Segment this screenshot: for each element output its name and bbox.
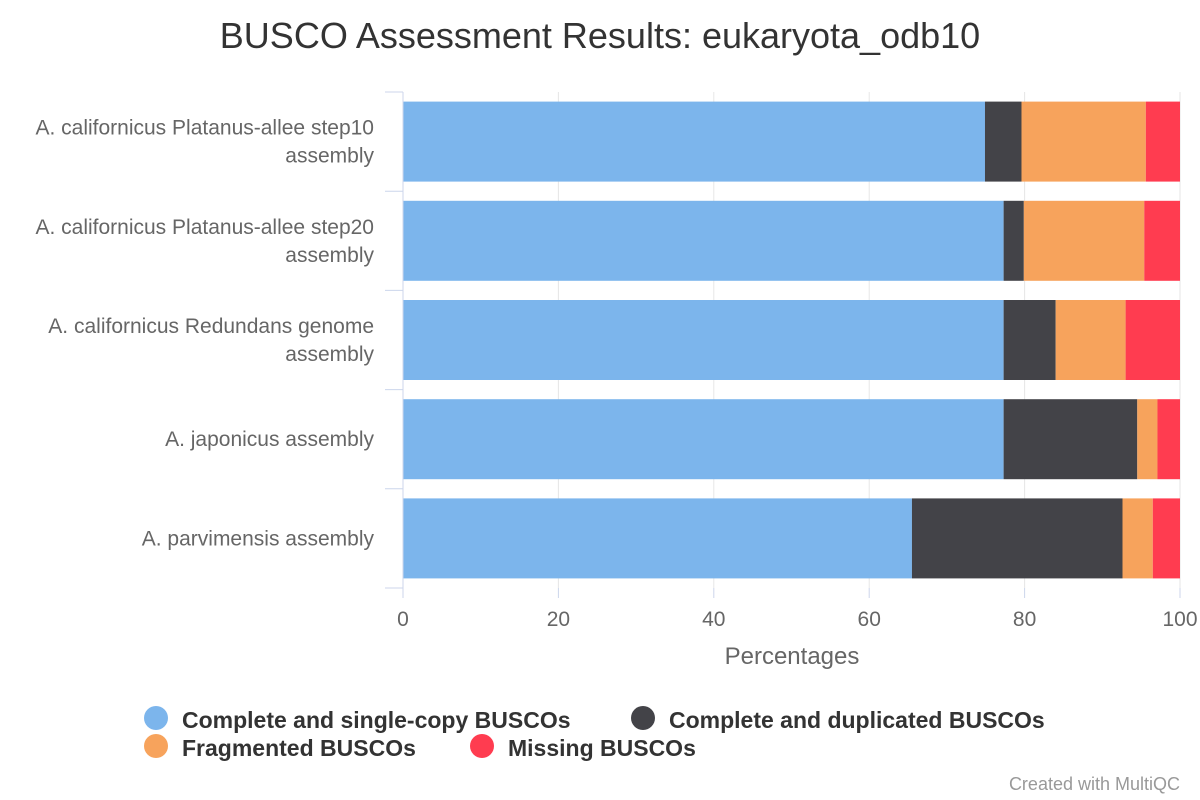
bar-segment bbox=[403, 399, 1004, 480]
bar-segment bbox=[911, 498, 1123, 579]
category-label: assembly bbox=[285, 244, 374, 267]
bar-segment bbox=[403, 101, 985, 182]
bar-segment bbox=[1003, 200, 1024, 281]
bar-segment bbox=[1003, 300, 1056, 380]
legend-marker bbox=[144, 706, 168, 730]
category-labels: A. californicus Platanus-allee step10 ass… bbox=[35, 117, 374, 551]
x-tick-labels: 0 20 40 60 80 100 bbox=[397, 608, 1197, 631]
category-label: A. japonicus assembly bbox=[165, 428, 374, 451]
bar-segment bbox=[1145, 101, 1180, 182]
legend-label: Complete and duplicated BUSCOs bbox=[669, 707, 1045, 733]
legend: Complete and single-copy BUSCOs Complete … bbox=[144, 706, 1045, 761]
x-tick-label: 40 bbox=[702, 608, 725, 631]
credit-text: Created with MultiQC bbox=[1009, 774, 1180, 794]
legend-marker bbox=[144, 734, 168, 758]
bar-segment bbox=[1144, 200, 1180, 281]
bar-segment bbox=[403, 200, 1004, 281]
bar-segment bbox=[403, 300, 1004, 380]
bar-segment bbox=[1125, 300, 1180, 380]
bar-segment bbox=[1055, 300, 1126, 380]
bar-segment bbox=[1137, 399, 1158, 480]
category-label: A. californicus Platanus-allee step20 bbox=[35, 216, 374, 239]
legend-marker bbox=[470, 734, 494, 758]
bar-segment bbox=[1021, 101, 1146, 182]
legend-marker bbox=[631, 706, 655, 730]
category-label: A. parvimensis assembly bbox=[142, 527, 375, 550]
legend-label: Missing BUSCOs bbox=[508, 735, 696, 761]
legend-label: Fragmented BUSCOs bbox=[182, 735, 416, 761]
category-label: assembly bbox=[285, 145, 374, 168]
x-tick-label: 60 bbox=[858, 608, 881, 631]
bar-segment bbox=[1003, 399, 1138, 480]
legend-label: Complete and single-copy BUSCOs bbox=[182, 707, 571, 733]
x-axis-title: Percentages bbox=[725, 643, 860, 670]
bar-segment bbox=[1122, 498, 1153, 579]
x-tick-label: 20 bbox=[547, 608, 570, 631]
bar-segment bbox=[1023, 200, 1145, 281]
category-label: A. californicus Redundans genome bbox=[48, 315, 374, 338]
x-tick-label: 80 bbox=[1013, 608, 1036, 631]
bar-segment bbox=[984, 101, 1022, 182]
bar-segment bbox=[1157, 399, 1180, 480]
bar-segment bbox=[403, 498, 912, 579]
bars bbox=[403, 101, 1180, 579]
axes bbox=[385, 91, 1181, 598]
category-label: A. californicus Platanus-allee step10 bbox=[35, 117, 374, 140]
x-tick-label: 100 bbox=[1162, 608, 1197, 631]
x-tick-label: 0 bbox=[397, 608, 409, 631]
chart-title: BUSCO Assessment Results: eukaryota_odb1… bbox=[220, 15, 980, 56]
category-label: assembly bbox=[285, 343, 374, 366]
bar-segment bbox=[1152, 498, 1180, 579]
